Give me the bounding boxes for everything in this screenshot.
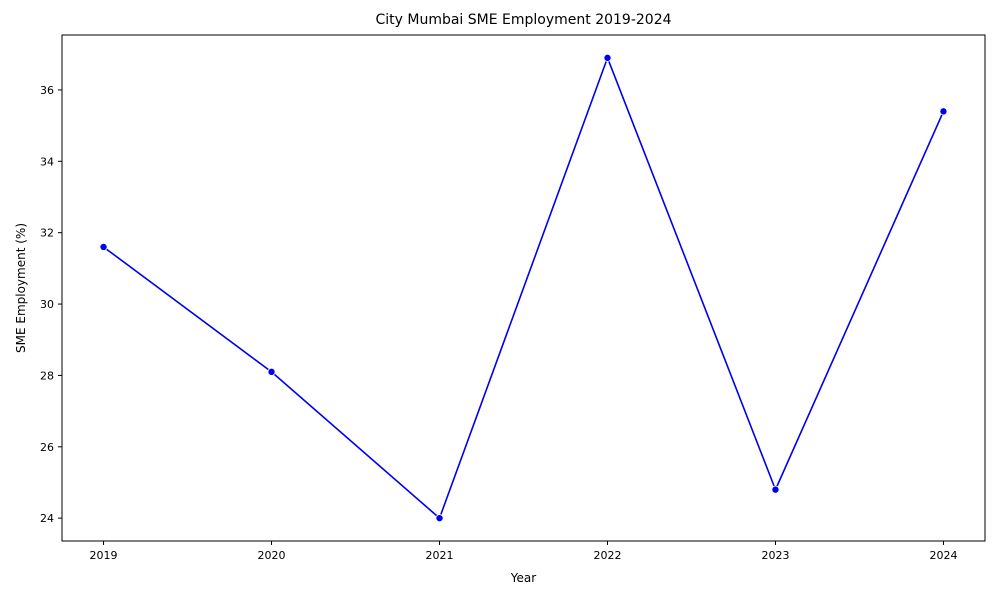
data-point <box>603 53 612 62</box>
y-tick-label: 28 <box>40 369 54 382</box>
x-tick-label: 2019 <box>90 549 118 562</box>
data-point <box>435 514 444 523</box>
series-line <box>103 57 945 519</box>
data-point <box>267 367 276 376</box>
x-tick-label: 2022 <box>593 549 621 562</box>
x-tick-label: 2024 <box>929 549 957 562</box>
y-tick-label: 26 <box>40 441 54 454</box>
x-tick-label: 2023 <box>761 549 789 562</box>
y-tick-label: 36 <box>40 84 54 97</box>
y-tick-label: 32 <box>40 227 54 240</box>
chart-title: City Mumbai SME Employment 2019-2024 <box>375 12 671 28</box>
y-tick-label: 24 <box>40 512 54 525</box>
y-axis: 24 26 28 30 32 34 36 <box>40 84 62 525</box>
x-tick-label: 2021 <box>426 549 454 562</box>
x-axis: 2019 2020 2021 2022 2023 2024 <box>90 541 957 562</box>
series-layer <box>99 53 948 523</box>
x-axis-label: Year <box>510 571 536 585</box>
y-tick-label: 34 <box>40 155 54 168</box>
y-axis-label: SME Employment (%) <box>14 223 28 353</box>
data-point <box>771 485 780 494</box>
plot-frame <box>61 34 986 542</box>
data-point <box>99 242 108 251</box>
x-tick-label: 2020 <box>258 549 286 562</box>
data-point <box>939 107 948 116</box>
y-tick-label: 30 <box>40 298 54 311</box>
